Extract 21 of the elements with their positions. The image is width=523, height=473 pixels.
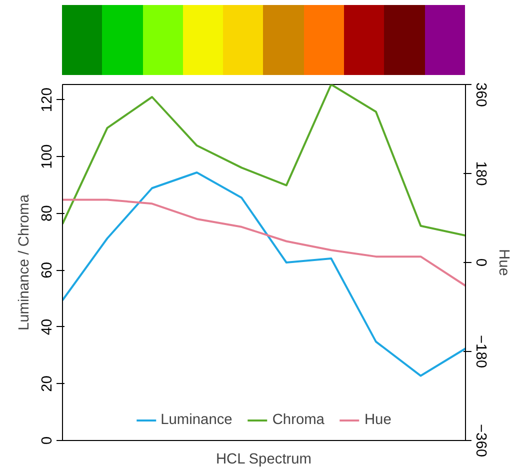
line-series (62, 198, 466, 287)
y-tick-label: 100 (40, 144, 56, 169)
y-tick-label: 80 (40, 205, 56, 222)
y-tick-label: 20 (40, 376, 56, 392)
line-series (62, 84, 466, 237)
y2-tick-label: −360 (472, 424, 488, 458)
y2-tick-label: 180 (472, 161, 488, 186)
legend-label: Luminance (160, 412, 232, 428)
y-tick-label: 120 (40, 88, 56, 112)
x-axis-title: HCL Spectrum (216, 452, 312, 468)
y2-tick-label: 360 (472, 82, 488, 107)
y-tick-label: 0 (40, 436, 56, 445)
y2-axis-title: Hue (496, 249, 512, 276)
y-axis-title: Luminance / Chroma (16, 194, 32, 331)
legend-label: Hue (364, 412, 392, 428)
legend-label: Chroma (272, 412, 324, 428)
y2-tick-label: 0 (472, 258, 488, 267)
y2-tick-label: −180 (472, 334, 488, 368)
y-tick-label: 60 (40, 262, 56, 278)
line-series (62, 172, 466, 377)
y-tick-label: 40 (40, 318, 56, 336)
